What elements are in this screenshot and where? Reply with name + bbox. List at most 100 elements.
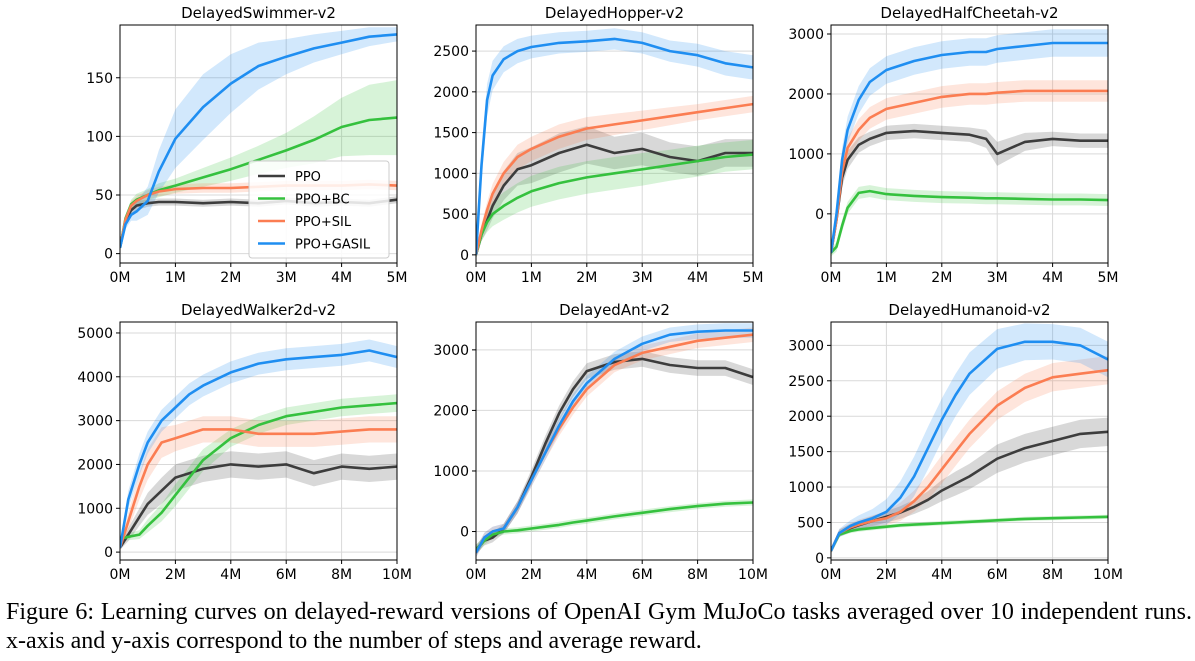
y-tick-label: 1000 bbox=[788, 480, 824, 496]
legend-label: PPO+GASIL bbox=[295, 238, 371, 253]
y-tick-label: 500 bbox=[797, 515, 824, 531]
confidence-band bbox=[831, 185, 1108, 257]
x-tick-label: 4M bbox=[687, 270, 708, 286]
x-tick-label: 2M bbox=[576, 270, 597, 286]
chart-title: DelayedWalker2d-v2 bbox=[181, 301, 336, 319]
y-tick-label: 2000 bbox=[433, 403, 469, 419]
series-line bbox=[476, 501, 753, 551]
y-tick-label: 5000 bbox=[77, 326, 113, 342]
confidence-band bbox=[831, 80, 1108, 257]
confidence-band bbox=[476, 28, 753, 262]
x-tick-label: 1M bbox=[876, 270, 897, 286]
x-tick-label: 2M bbox=[521, 567, 542, 583]
y-tick-label: 2000 bbox=[788, 409, 824, 425]
axes-frame bbox=[119, 24, 398, 264]
x-tick-label: 4M bbox=[1042, 270, 1063, 286]
series-line bbox=[120, 463, 397, 549]
x-tick-label: 0M bbox=[466, 270, 487, 286]
y-tick-label: 0 bbox=[104, 545, 113, 561]
axes-frame bbox=[830, 321, 1109, 561]
x-tick-label: 2M bbox=[931, 270, 952, 286]
y-tick-label: 2500 bbox=[433, 44, 469, 60]
x-tick-label: 10M bbox=[738, 567, 768, 583]
x-tick-label: 10M bbox=[1093, 567, 1123, 583]
x-tick-label: 2M bbox=[165, 567, 186, 583]
axes-frame bbox=[475, 24, 754, 264]
chart-title: DelayedAnt-v2 bbox=[559, 301, 670, 319]
series-line bbox=[476, 143, 753, 256]
axes-frame bbox=[119, 321, 398, 561]
y-tick-label: 1000 bbox=[788, 147, 824, 163]
figure-grid: 0M 1M 2M 3M 4M 5M 0 50 100 150 DelayedSwimmer-v2 0M… bbox=[77, 4, 1123, 583]
x-tick-label: 0M bbox=[110, 270, 131, 286]
x-tick-label: 6M bbox=[632, 567, 653, 583]
x-tick-label: 4M bbox=[220, 567, 241, 583]
series-line bbox=[476, 37, 753, 255]
axes-frame bbox=[475, 321, 754, 561]
confidence-band bbox=[831, 29, 1108, 257]
series-line bbox=[476, 329, 753, 554]
y-tick-label: 1000 bbox=[433, 464, 469, 480]
y-tick-label: 3000 bbox=[77, 414, 113, 430]
y-tick-label: 1500 bbox=[433, 126, 469, 142]
x-tick-label: 10M bbox=[382, 567, 412, 583]
x-tick-label: 4M bbox=[576, 567, 597, 583]
confidence-band bbox=[476, 351, 753, 555]
plot-area bbox=[476, 28, 753, 262]
y-tick-label: 1000 bbox=[77, 501, 113, 517]
x-tick-label: 8M bbox=[1042, 567, 1063, 583]
y-tick-label: 1000 bbox=[433, 166, 469, 182]
y-tick-label: 50 bbox=[95, 188, 113, 204]
x-tick-label: 5M bbox=[743, 270, 764, 286]
chart-title: DelayedHopper-v2 bbox=[545, 4, 684, 22]
chart-title: DelayedHalfCheetah-v2 bbox=[880, 4, 1058, 22]
legend-box bbox=[248, 160, 390, 259]
x-tick-label: 0M bbox=[821, 567, 842, 583]
x-tick-label: 6M bbox=[276, 567, 297, 583]
y-tick-label: 0 bbox=[815, 207, 824, 223]
x-tick-label: 8M bbox=[687, 567, 708, 583]
x-tick-label: 3M bbox=[987, 270, 1008, 286]
series-line bbox=[831, 368, 1108, 552]
series-line bbox=[831, 129, 1108, 254]
x-tick-label: 3M bbox=[276, 270, 297, 286]
x-tick-label: 0M bbox=[110, 567, 131, 583]
y-tick-label: 3000 bbox=[788, 338, 824, 354]
y-tick-label: 3000 bbox=[788, 27, 824, 43]
chart-title: DelayedSwimmer-v2 bbox=[181, 4, 336, 22]
series-line bbox=[120, 349, 397, 548]
y-tick-label: 500 bbox=[442, 207, 469, 223]
y-tick-label: 1500 bbox=[788, 445, 824, 461]
y-tick-label: 2000 bbox=[433, 85, 469, 101]
legend: PPO PPO+BC PPO+SIL PPO+GASIL bbox=[248, 160, 390, 259]
confidence-band bbox=[831, 417, 1108, 554]
plot-area bbox=[831, 29, 1108, 257]
y-tick-label: 3000 bbox=[433, 343, 469, 359]
series-line bbox=[831, 89, 1108, 254]
x-tick-label: 4M bbox=[331, 270, 352, 286]
y-tick-label: 0 bbox=[460, 248, 469, 264]
series-line bbox=[476, 102, 753, 256]
x-tick-label: 2M bbox=[220, 270, 241, 286]
y-tick-label: 2000 bbox=[788, 87, 824, 103]
legend-label: PPO+BC bbox=[295, 193, 350, 208]
x-tick-label: 2M bbox=[876, 567, 897, 583]
chart-panel-2: 0M 1M 2M 3M 4M 5M 0 500 1000 1500 2000 2500 DelayedH… bbox=[433, 4, 763, 286]
x-tick-label: 1M bbox=[165, 270, 186, 286]
series-line bbox=[831, 515, 1108, 552]
legend-label: PPO+SIL bbox=[295, 215, 352, 230]
series-line bbox=[120, 401, 397, 541]
chart-title: DelayedHumanoid-v2 bbox=[888, 301, 1050, 319]
y-tick-label: 2500 bbox=[788, 374, 824, 390]
y-tick-label: 4000 bbox=[77, 370, 113, 386]
confidence-band bbox=[476, 139, 753, 259]
series-line bbox=[831, 189, 1108, 254]
y-tick-label: 150 bbox=[86, 71, 113, 87]
chart-panel-5: 0M 2M 4M 6M 8M 10M 0 1000 2000 3000 DelayedAnt-v2 bbox=[433, 301, 768, 583]
confidence-band bbox=[476, 95, 753, 259]
plot-area bbox=[831, 323, 1108, 554]
x-tick-label: 3M bbox=[632, 270, 653, 286]
chart-panel-3: 0M 1M 2M 3M 4M 5M 0 1000 2000 3000 DelayedHalfChee… bbox=[788, 4, 1118, 286]
chart-panel-4: 0M 2M 4M 6M 8M 10M 0 1000 2000 3000 4000 5000 Delaye… bbox=[77, 301, 412, 583]
plot-area bbox=[120, 339, 397, 550]
